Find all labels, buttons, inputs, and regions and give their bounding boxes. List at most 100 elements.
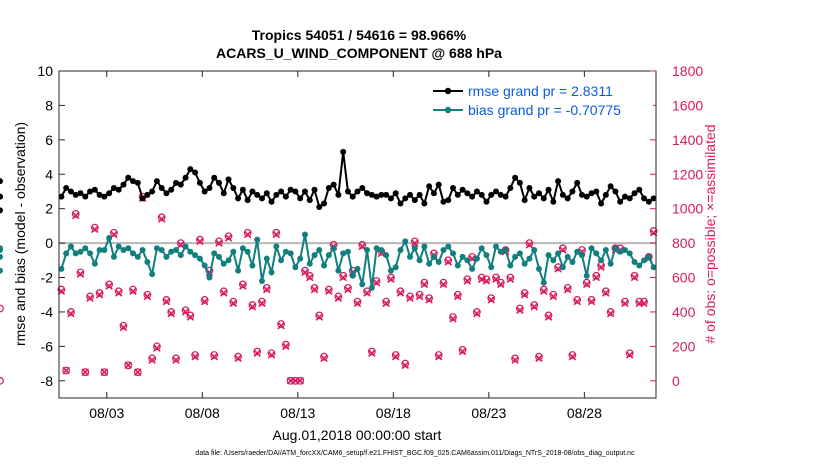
obs-assimilated-marker (530, 303, 538, 311)
obs-possible-marker (191, 351, 200, 359)
obs-possible-marker (186, 311, 195, 320)
obs-possible-marker (229, 297, 238, 306)
bias-point (106, 234, 113, 241)
obs-assimilated-marker (162, 297, 171, 306)
obs-assimilated-marker (191, 352, 199, 361)
rmse-point (110, 185, 117, 192)
rmse-point (321, 200, 328, 207)
rmse-point (607, 183, 614, 190)
bias-point (516, 250, 523, 257)
bias-point (621, 246, 628, 253)
obs-possible-marker (363, 287, 371, 296)
rmse-point (531, 193, 538, 200)
rmse-point (583, 193, 590, 200)
obs-possible-marker (477, 273, 486, 282)
rmse-point (612, 188, 619, 195)
rmse-point (550, 198, 557, 205)
rmse-point (58, 193, 65, 200)
obs-assimilated-marker (463, 277, 472, 285)
obs-possible-marker (544, 311, 553, 320)
rmse-point (173, 179, 180, 186)
rmse-point (593, 188, 600, 195)
obs-assimilated-marker (587, 297, 596, 306)
left-y-tick-label: 4 (45, 166, 53, 182)
bias-point (134, 253, 141, 260)
obs-assimilated-marker (391, 352, 400, 361)
rmse-point (306, 197, 313, 204)
rmse-point (120, 181, 127, 188)
bias-point (359, 281, 366, 288)
rmse-point (115, 186, 122, 193)
obs-assimilated-marker (76, 270, 85, 278)
obs-possible-marker (344, 283, 352, 292)
obs-assimilated-marker (372, 278, 381, 287)
obs-possible-marker (215, 237, 223, 246)
obs-assimilated-marker (539, 287, 548, 296)
rmse-point (325, 185, 332, 192)
bias-point (139, 246, 146, 253)
obs-assimilated-marker (640, 299, 648, 308)
bias-point (521, 260, 528, 267)
bias-point (397, 246, 404, 253)
rmse-point (450, 185, 457, 192)
obs-possible-marker (67, 308, 75, 316)
bias-point (578, 252, 585, 259)
bias-point (559, 264, 566, 271)
x-axis-label: Aug.01,2018 00:00:00 start (273, 427, 442, 443)
bias-point (225, 257, 232, 264)
obs-assimilated-marker (95, 290, 104, 299)
obs-possible-marker (568, 351, 577, 359)
bias-point (321, 262, 328, 269)
obs-possible-marker (181, 306, 190, 315)
obs-assimilated-marker (143, 292, 152, 301)
bias-point (387, 267, 394, 274)
obs-assimilated-marker (363, 289, 371, 297)
rmse-point (512, 174, 519, 181)
obs-assimilated-marker (597, 263, 605, 271)
bias-point (607, 260, 614, 267)
obs-possible-marker (482, 275, 491, 284)
left-y-tick-label: -8 (41, 373, 54, 389)
obs-assimilated-marker (200, 297, 209, 306)
bias-point (335, 267, 342, 274)
rmse-point (574, 179, 581, 186)
x-tick-label: 08/03 (89, 405, 124, 421)
obs-possible-marker (396, 287, 405, 296)
obs-assimilated-marker (315, 313, 324, 321)
obs-possible-marker (487, 294, 496, 303)
bias-point (96, 246, 103, 253)
rmse-point (72, 191, 79, 198)
right-y-tick-label: 400 (672, 304, 696, 320)
bias-point (650, 264, 657, 271)
bias-point (278, 257, 285, 264)
bias-point (478, 245, 485, 252)
obs-possible-marker (200, 296, 209, 304)
rmse-point (63, 185, 70, 192)
obs-possible-marker (81, 368, 90, 377)
rmse-point (578, 191, 585, 198)
obs-assimilated-marker (243, 230, 252, 239)
rmse-point (378, 191, 385, 198)
bias-point (641, 257, 648, 264)
bias-point (550, 257, 557, 264)
rmse-point (201, 188, 208, 195)
bias-point (598, 257, 605, 264)
obs-possible-marker (277, 320, 285, 328)
bias-point (215, 253, 222, 260)
bias-point (182, 243, 189, 250)
left-y-axis-label: rmse and bias (model - observation) (12, 122, 28, 346)
legend-rmse-marker (444, 87, 452, 95)
rmse-point (282, 193, 289, 200)
bias-point (574, 248, 581, 255)
rmse-point (244, 197, 251, 204)
rmse-point (0, 193, 3, 200)
obs-assimilated-marker (196, 237, 204, 246)
obs-assimilated-marker (563, 285, 572, 294)
bias-point (497, 248, 504, 255)
rmse-point (149, 188, 156, 195)
bias-point (473, 255, 480, 262)
bias-point (196, 255, 203, 262)
bias-point (454, 262, 461, 269)
obs-assimilated-marker (267, 351, 276, 359)
rmse-point (249, 188, 256, 195)
